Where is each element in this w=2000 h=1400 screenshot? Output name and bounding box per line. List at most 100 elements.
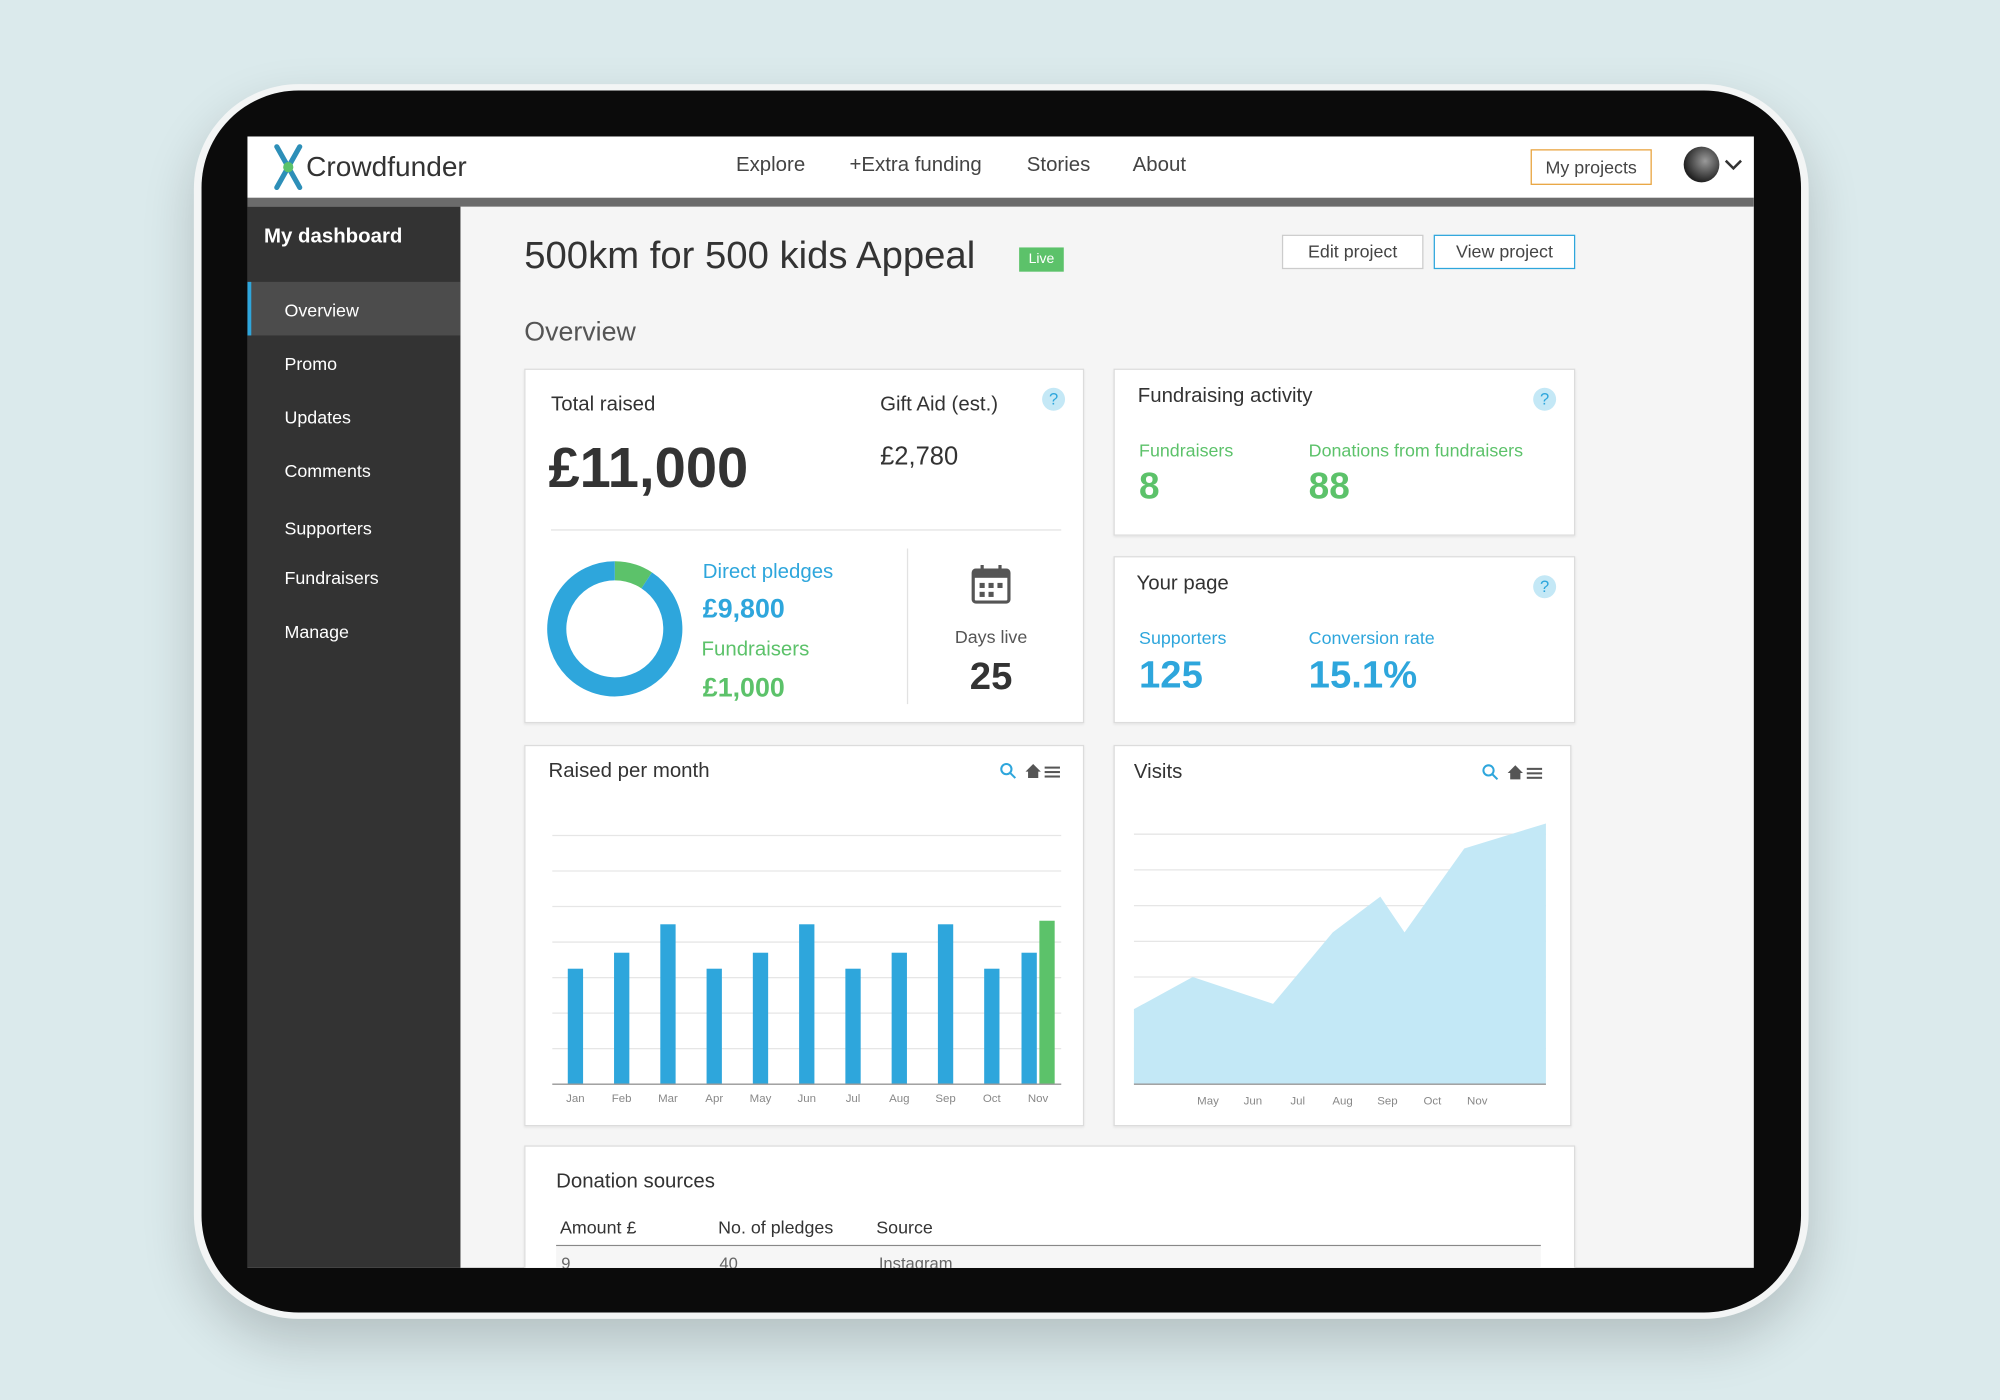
stat-label: Donations from fundraisers [1308,440,1524,461]
page-card [1113,556,1576,724]
nav-rule [247,197,1754,207]
sidebar-item[interactable]: Comments [284,460,371,481]
donut-segment [614,561,652,589]
logo-icon [274,144,303,191]
stat-value: 8 [1139,466,1160,508]
x-tick-label: Aug [1332,1096,1352,1108]
x-tick-label: Jan [566,1093,585,1105]
bar [660,924,676,1085]
nav-bar [247,136,1754,198]
x-tick-label: Nov [1467,1096,1488,1108]
column-header: Source [876,1216,933,1238]
x-tick-label: Oct [983,1093,1002,1105]
screen: Crowdfunder Explore +Extra funding Stori… [247,136,1754,1268]
screen-content: Crowdfunder Explore +Extra funding Stori… [247,136,1754,1268]
bar [752,952,769,1085]
gift-aid-value: £2,780 [880,442,959,471]
sidebar-title: My dashboard [264,225,403,248]
sidebar-item[interactable]: Overview [284,299,359,321]
x-tick-label: Jul [846,1093,861,1105]
help-icon[interactable]: ? [1533,575,1557,599]
card-title: Your page [1136,572,1229,595]
section-title: Overview [524,317,636,347]
nav-link[interactable]: Explore [735,154,806,177]
x-tick-label: Nov [1028,1093,1049,1105]
chart-layer: Jan Feb Mar Apr May Jun Jul Aug Sep Oct Nov May Jun J… [547,561,1546,1108]
direct-value: £9,800 [702,594,785,624]
help-icon[interactable]: ? [1042,387,1066,411]
x-tick-label: Oct [1423,1096,1442,1108]
sidebar-item[interactable]: Manage [284,621,349,642]
chart-tools[interactable] [1025,764,1543,780]
x-tick-label: Mar [658,1093,678,1105]
fundraisers-value: £1,000 [702,673,785,703]
sidebar-item[interactable]: Updates [284,406,351,428]
x-tick-label: Feb [612,1093,632,1105]
x-tick-label: Aug [889,1093,909,1105]
nav-link[interactable]: +Extra funding [849,154,982,177]
sidebar-item[interactable]: Fundraisers [284,567,379,589]
x-tick-label: Sep [935,1093,955,1105]
bar [706,968,722,1085]
nav-link[interactable]: About [1132,154,1186,177]
bar [1039,920,1055,1085]
avatar-chevron[interactable] [1724,158,1742,171]
x-tick-label: Apr [705,1093,723,1105]
sidebar-item[interactable]: Promo [284,353,338,374]
nav-link[interactable]: Stories [1026,154,1091,177]
table-cell: Instagram [878,1253,953,1268]
bar [1021,952,1037,1085]
divider [551,529,1062,531]
chart-title: Raised per month [548,760,710,782]
live-badge: Live [1019,247,1064,272]
days-value: 25 [969,655,1013,698]
sidebar-active [247,281,461,336]
x-tick-label: May [1197,1096,1219,1108]
x-tick-label: Jul [1290,1096,1305,1108]
bar [984,968,1000,1085]
x-tick-label: Jun [798,1093,817,1105]
stat-label: Supporters [1139,627,1227,648]
divider [906,548,909,705]
logo[interactable]: Crowdfunder [306,150,467,183]
view-project-button[interactable]: View project [1433,234,1576,270]
gift-aid-label: Gift Aid (est.) [880,394,999,416]
table-cell: 40 [719,1253,738,1268]
total-label: Total raised [551,394,656,416]
bar [891,952,907,1085]
table-title: Donation sources [556,1170,715,1193]
direct-label: Direct pledges [702,561,834,583]
stat-value: 125 [1139,654,1203,697]
x-tick-label: May [750,1093,772,1105]
bar [567,968,584,1085]
bar [799,924,815,1085]
chart-title: Visits [1133,761,1183,784]
sidebar [247,206,461,1268]
bar [845,968,861,1085]
stat-label: Conversion rate [1308,627,1435,648]
my-projects-button[interactable]: My projects [1530,149,1652,185]
column-header: No. of pledges [718,1216,834,1238]
x-tick-label: Jun [1244,1096,1263,1108]
area [1133,823,1546,1085]
edit-project-button[interactable]: Edit project [1281,234,1424,270]
sidebar-item[interactable]: Supporters [284,517,372,539]
table-rule [556,1244,1541,1247]
fundraising-card [1113,368,1576,536]
stat-label: Fundraisers [1139,440,1234,461]
x-tick-label: Sep [1377,1096,1397,1108]
help-icon[interactable]: ? [1533,387,1557,411]
chart-tools[interactable] [1000,763,1499,781]
donut-segment [547,561,683,697]
project-title: 500km for 500 kids Appeal [524,234,976,277]
bar [937,924,954,1085]
days-label: Days live [954,626,1028,647]
stat-value: 88 [1308,466,1350,508]
total-card [524,368,1085,724]
avatar[interactable] [1683,146,1720,183]
table-row-bg [556,1246,1541,1268]
stat-value: 15.1% [1308,654,1418,697]
